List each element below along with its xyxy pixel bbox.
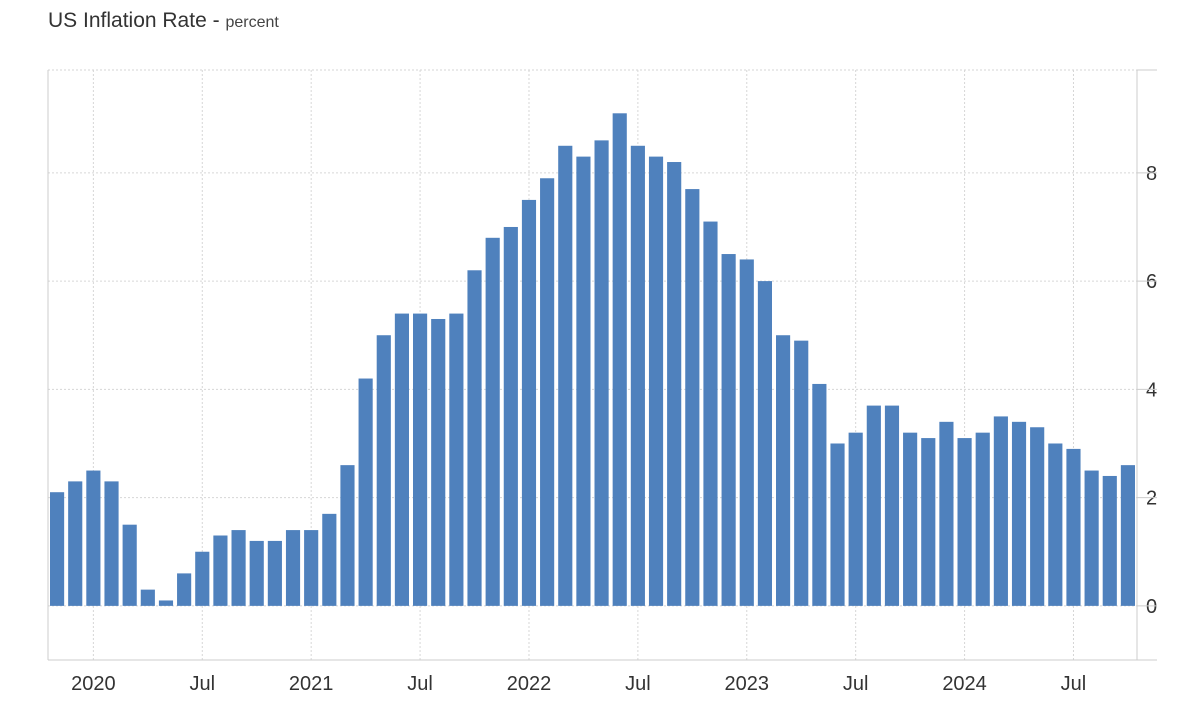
bar [612, 113, 627, 606]
x-tick-label: Jul [625, 673, 651, 695]
chart-title: US Inflation Rate - percent [48, 9, 279, 32]
bar [449, 313, 464, 606]
x-tick-label: Jul [189, 673, 215, 695]
bar [776, 335, 791, 606]
bar [50, 492, 65, 606]
bar [866, 405, 881, 606]
bar [739, 259, 754, 606]
y-tick-label: 8 [1146, 163, 1157, 185]
bar [304, 530, 319, 606]
bar [376, 335, 391, 606]
x-tick-label: Jul [843, 673, 869, 695]
bar [340, 465, 355, 606]
bar [104, 481, 119, 606]
bar [975, 432, 990, 606]
bar [1048, 443, 1063, 606]
x-tick-label: 2022 [507, 673, 552, 695]
bar [721, 254, 736, 606]
bar [467, 270, 482, 606]
bar [358, 378, 373, 606]
bar [140, 589, 155, 606]
bar [322, 513, 337, 606]
x-tick-label: 2023 [725, 673, 770, 695]
bar [122, 524, 137, 606]
bar [485, 237, 500, 606]
bar [794, 340, 809, 606]
bar [86, 470, 101, 606]
bar [521, 199, 537, 606]
bar [1120, 465, 1135, 606]
bar [1030, 427, 1045, 606]
bar [993, 416, 1008, 606]
bar [884, 405, 900, 606]
bar [576, 156, 591, 606]
bar [1084, 470, 1099, 606]
bar [503, 226, 518, 606]
bar [903, 432, 918, 606]
bar [413, 313, 428, 606]
bars [50, 113, 1135, 606]
bar [431, 318, 446, 606]
bar [68, 481, 83, 606]
bar [703, 221, 718, 606]
x-tick-label: 2020 [71, 673, 116, 695]
bar [1011, 421, 1027, 606]
bar [957, 438, 972, 606]
bar [594, 140, 609, 606]
title-text: US Inflation Rate [48, 9, 207, 32]
bar [158, 600, 174, 606]
x-tick-label: 2021 [289, 673, 334, 695]
bar [177, 573, 192, 606]
bar [685, 189, 700, 606]
bar [285, 530, 301, 606]
bar [757, 281, 772, 606]
bar [558, 145, 573, 606]
bar [939, 421, 954, 606]
bar [231, 530, 246, 606]
bar [195, 551, 210, 606]
bar [848, 432, 863, 606]
title-unit: percent [225, 14, 279, 31]
x-tick-label: Jul [1061, 673, 1087, 695]
bar [1102, 475, 1117, 606]
bar [1066, 448, 1081, 606]
x-tick-label: 2024 [942, 673, 987, 695]
bar [213, 535, 228, 606]
bar [249, 540, 264, 606]
y-tick-label: 0 [1146, 596, 1157, 618]
bar [648, 156, 664, 606]
bar [267, 540, 282, 606]
axes: 0 2 4 6 8 2020 Jul 2021 Jul 2022 Jul 2023 Jul 2024 Jul [47, 69, 1157, 695]
bar [921, 438, 936, 606]
bar [830, 443, 845, 606]
bar [394, 313, 409, 606]
y-tick-label: 4 [1146, 379, 1157, 401]
grid [48, 69, 1137, 660]
y-tick-label: 6 [1146, 271, 1157, 293]
bar [667, 162, 682, 606]
bar [812, 383, 827, 606]
x-tick-label: Jul [407, 673, 433, 695]
bar [630, 145, 645, 606]
bar [540, 178, 555, 606]
y-tick-label: 2 [1146, 488, 1157, 510]
